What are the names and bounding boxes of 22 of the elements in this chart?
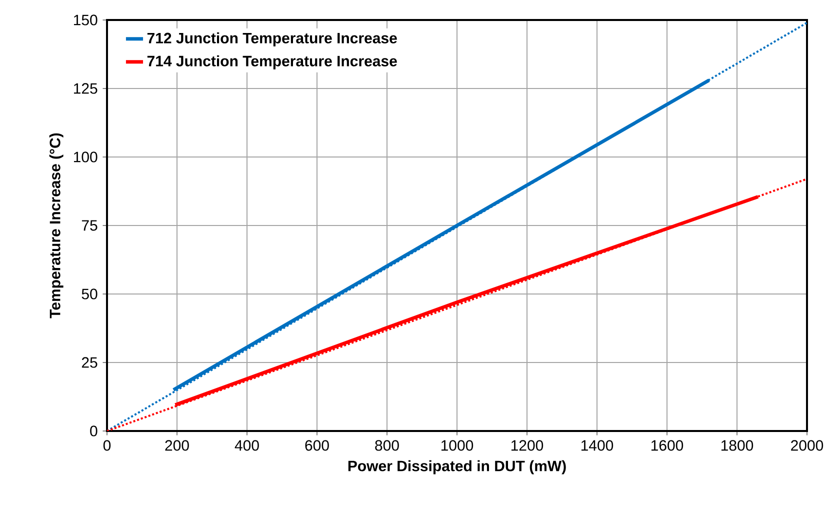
x-tick-label: 200 (165, 440, 189, 451)
y-tick-label: 150 (74, 14, 98, 26)
legend-label: 714 Junction Temperature Increase (147, 55, 397, 70)
x-tick-label: 1800 (721, 440, 754, 451)
x-tick-label: 0 (103, 440, 111, 451)
x-tick-label: 1000 (441, 440, 474, 451)
y-tick-label: 25 (82, 357, 98, 368)
x-tick-label: 1600 (651, 440, 684, 451)
y-tick-label: 125 (74, 83, 98, 94)
x-tick-label: 1200 (511, 440, 544, 451)
x-tick-label: 2000 (791, 440, 824, 451)
x-tick-label: 800 (375, 440, 399, 451)
y-tick-label: 100 (74, 152, 98, 162)
y-tick-label: 50 (82, 288, 98, 300)
y-tick-label: 0 (90, 426, 98, 436)
x-tick-label: 1400 (581, 440, 614, 451)
x-tick-label: 400 (234, 440, 259, 451)
y-tick-label: 75 (82, 220, 98, 231)
x-axis-title: Power Dissipated in DUT (mW) (348, 460, 566, 474)
x-tick-label: 600 (305, 440, 329, 451)
legend-label: 712 Junction Temperature Increase (147, 32, 397, 46)
y-axis-title: Temperature Increase (°C) (49, 133, 64, 318)
